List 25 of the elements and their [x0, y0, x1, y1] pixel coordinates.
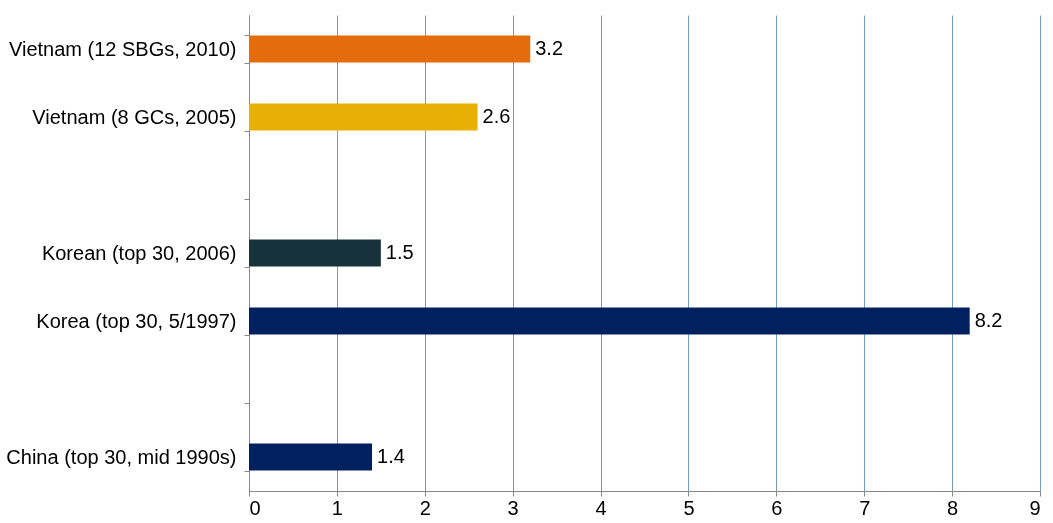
data-label: 8.2: [974, 309, 1003, 331]
x-tick-label: 1: [331, 496, 343, 519]
data-label: 1.4: [377, 445, 405, 467]
y-tick-label: China (top 30, mid 1990s): [6, 445, 237, 468]
x-tick-label: 2: [419, 496, 431, 519]
y-tick-label: Vietnam (12 SBGs, 2010): [8, 37, 237, 60]
data-label: 3.2: [535, 37, 564, 59]
x-tick-label: 8: [947, 496, 959, 519]
x-tick-label: 6: [771, 496, 783, 519]
bar: [249, 307, 970, 335]
data-label: 2.6: [482, 105, 511, 127]
y-tick-label: Korean (top 30, 2006): [41, 241, 237, 264]
bar: [249, 239, 381, 267]
x-tick-label: 9: [1029, 496, 1041, 519]
x-tick-label: 4: [595, 496, 607, 519]
x-tick-label: 7: [859, 496, 871, 519]
bar: [249, 35, 531, 63]
y-tick-label: Korea (top 30, 5/1997): [36, 309, 237, 332]
bar: [249, 443, 373, 471]
data-label: 1.5: [385, 241, 414, 263]
bar: [249, 103, 478, 131]
x-tick-label: 3: [507, 496, 519, 519]
x-tick-label: 5: [683, 496, 695, 519]
y-tick-label: Vietnam (8 GCs, 2005): [32, 105, 237, 128]
x-tick-label: 0: [249, 496, 261, 519]
